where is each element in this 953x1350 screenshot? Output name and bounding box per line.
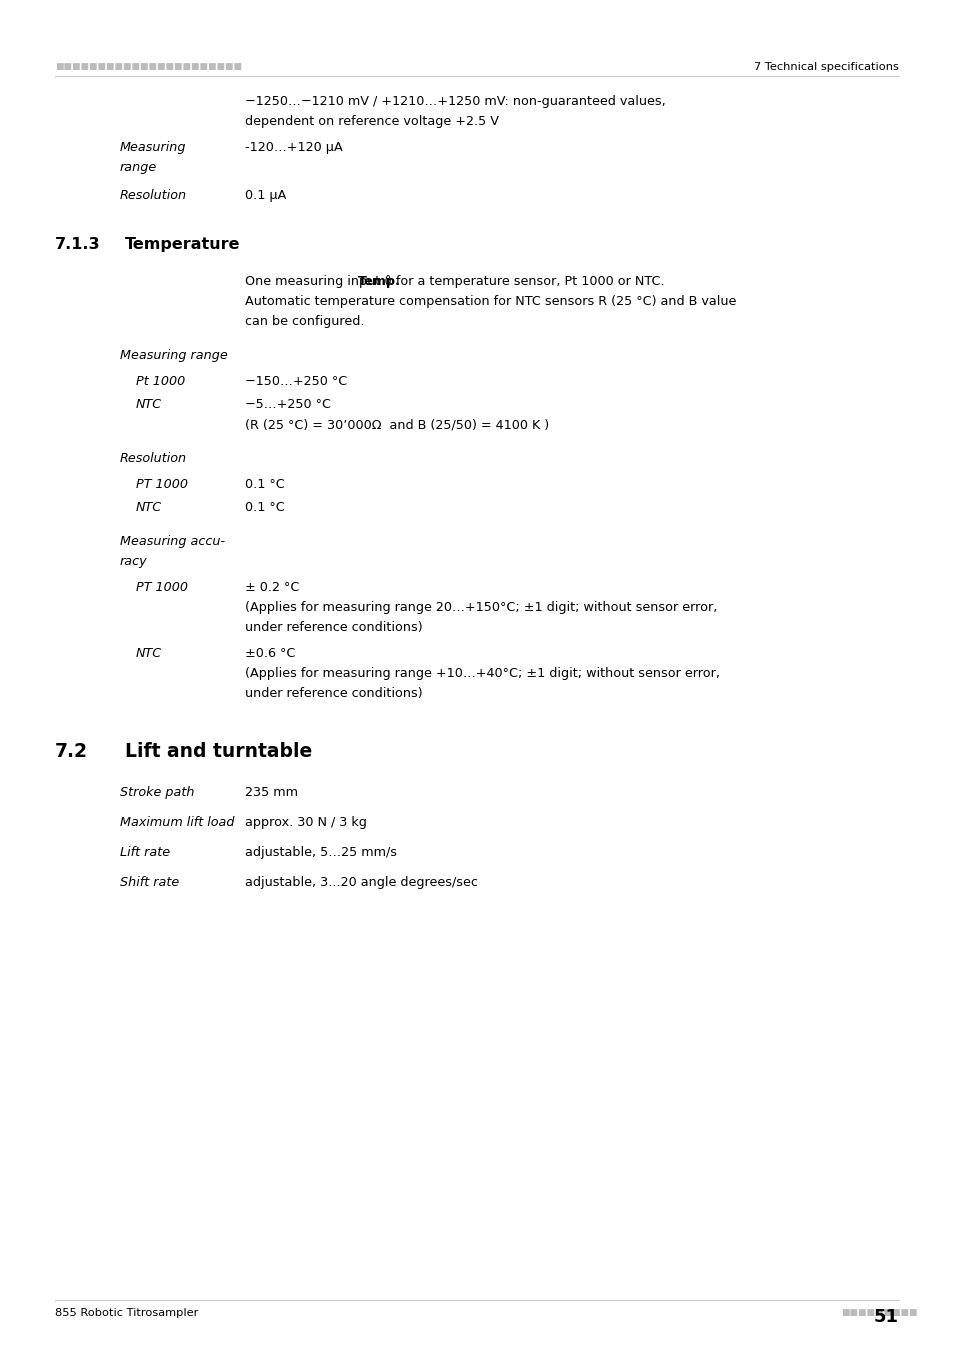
Text: (Applies for measuring range 20…+150°C; ±1 digit; without sensor error,: (Applies for measuring range 20…+150°C; … [245,601,717,614]
Text: 7.2: 7.2 [55,743,88,761]
Text: ■■■■■■■■■: ■■■■■■■■■ [841,1308,917,1318]
Text: -120…+120 μA: -120…+120 μA [245,140,342,154]
Text: 855 Robotic Titrosampler: 855 Robotic Titrosampler [55,1308,198,1318]
Text: Maximum lift load: Maximum lift load [120,815,234,829]
Text: Measuring: Measuring [120,140,186,154]
Text: approx. 30 N / 3 kg: approx. 30 N / 3 kg [245,815,367,829]
Text: 235 mm: 235 mm [245,786,297,799]
Text: ± 0.2 °C: ± 0.2 °C [245,580,299,594]
Text: Resolution: Resolution [120,189,187,202]
Text: Measuring range: Measuring range [120,350,228,362]
Text: Temp.: Temp. [357,275,400,288]
Text: 0.1 °C: 0.1 °C [245,501,284,514]
Text: One measuring input (: One measuring input ( [245,275,389,288]
Text: adjustable, 5…25 mm/s: adjustable, 5…25 mm/s [245,846,396,859]
Text: ) for a temperature sensor, Pt 1000 or NTC.: ) for a temperature sensor, Pt 1000 or N… [387,275,664,288]
Text: adjustable, 3...20 angle degrees/sec: adjustable, 3...20 angle degrees/sec [245,876,477,890]
Text: can be configured.: can be configured. [245,315,364,328]
Text: 0.1 μA: 0.1 μA [245,189,286,202]
Text: Resolution: Resolution [120,452,187,464]
Text: −5…+250 °C: −5…+250 °C [245,398,331,410]
Text: NTC: NTC [136,647,162,660]
Text: (R (25 °C) = 30’000Ω  and B (25/50) = 4100 K ): (R (25 °C) = 30’000Ω and B (25/50) = 410… [245,418,549,431]
Text: 51: 51 [873,1308,898,1326]
Text: (Applies for measuring range +10…+40°C; ±1 digit; without sensor error,: (Applies for measuring range +10…+40°C; … [245,667,720,680]
Text: −150…+250 °C: −150…+250 °C [245,375,347,387]
Text: ±0.6 °C: ±0.6 °C [245,647,295,660]
Text: Automatic temperature compensation for NTC sensors R (25 °C) and B value: Automatic temperature compensation for N… [245,296,736,308]
Text: Measuring accu-: Measuring accu- [120,535,225,548]
Text: 7.1.3: 7.1.3 [55,238,100,252]
Text: Stroke path: Stroke path [120,786,194,799]
Text: Lift and turntable: Lift and turntable [125,743,312,761]
Text: 7 Technical specifications: 7 Technical specifications [753,62,898,72]
Text: dependent on reference voltage +2.5 V: dependent on reference voltage +2.5 V [245,115,498,128]
Text: range: range [120,161,157,174]
Text: Temperature: Temperature [125,238,240,252]
Text: −1250…−1210 mV / +1210…+1250 mV: non-guaranteed values,: −1250…−1210 mV / +1210…+1250 mV: non-gua… [245,95,665,108]
Text: under reference conditions): under reference conditions) [245,621,422,634]
Text: racy: racy [120,555,148,568]
Text: Lift rate: Lift rate [120,846,170,859]
Text: PT 1000: PT 1000 [136,580,188,594]
Text: PT 1000: PT 1000 [136,478,188,491]
Text: Pt 1000: Pt 1000 [136,375,185,387]
Text: under reference conditions): under reference conditions) [245,687,422,701]
Text: NTC: NTC [136,501,162,514]
Text: NTC: NTC [136,398,162,410]
Text: Shift rate: Shift rate [120,876,179,890]
Text: 0.1 °C: 0.1 °C [245,478,284,491]
Text: ■■■■■■■■■■■■■■■■■■■■■■: ■■■■■■■■■■■■■■■■■■■■■■ [55,62,242,72]
